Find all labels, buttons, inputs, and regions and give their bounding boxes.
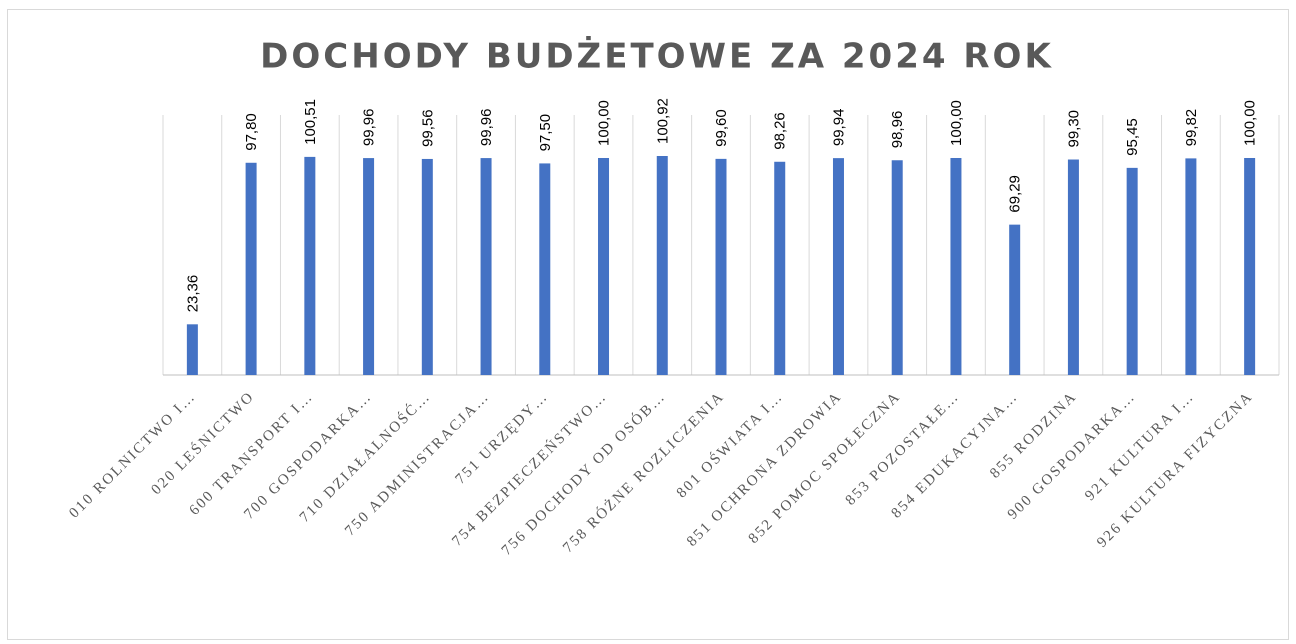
chart-title: DOCHODY BUDŻETOWE ZA 2024 ROK [260, 36, 1054, 77]
bar [891, 160, 903, 375]
bar [1185, 158, 1197, 375]
data-label: 97,80 [243, 113, 260, 151]
data-label: 99,96 [478, 109, 495, 147]
bar [245, 162, 257, 375]
bar [1126, 167, 1138, 375]
data-label: 99,96 [361, 109, 378, 147]
data-label: 98,26 [772, 112, 789, 150]
chart-border [7, 9, 1289, 640]
data-label: 100,00 [596, 100, 613, 146]
data-label: 100,51 [302, 99, 319, 145]
bar [304, 156, 316, 375]
bar [950, 157, 962, 375]
data-label: 98,96 [889, 111, 906, 149]
data-label: 95,45 [1124, 118, 1141, 156]
bar [1009, 224, 1021, 375]
data-label: 100,00 [1242, 100, 1259, 146]
bar [186, 324, 198, 375]
bar [832, 158, 844, 375]
bar [480, 158, 492, 375]
data-label: 99,94 [830, 109, 847, 147]
data-label: 99,30 [1065, 110, 1082, 148]
bar [656, 156, 668, 375]
data-label: 99,56 [419, 109, 436, 147]
data-label: 100,92 [654, 98, 671, 144]
bar [1244, 157, 1256, 375]
bar [363, 158, 375, 375]
data-label: 97,50 [537, 114, 554, 152]
bar [715, 158, 727, 375]
data-label: 99,60 [713, 109, 730, 147]
data-label: 100,00 [948, 100, 965, 146]
data-label: 23,36 [184, 275, 201, 313]
bar [1067, 159, 1079, 375]
data-label: 99,82 [1183, 109, 1200, 147]
bar [774, 161, 786, 375]
bar [421, 158, 433, 375]
bar [539, 163, 551, 375]
data-label: 69,29 [1007, 175, 1024, 213]
bar [598, 157, 610, 375]
